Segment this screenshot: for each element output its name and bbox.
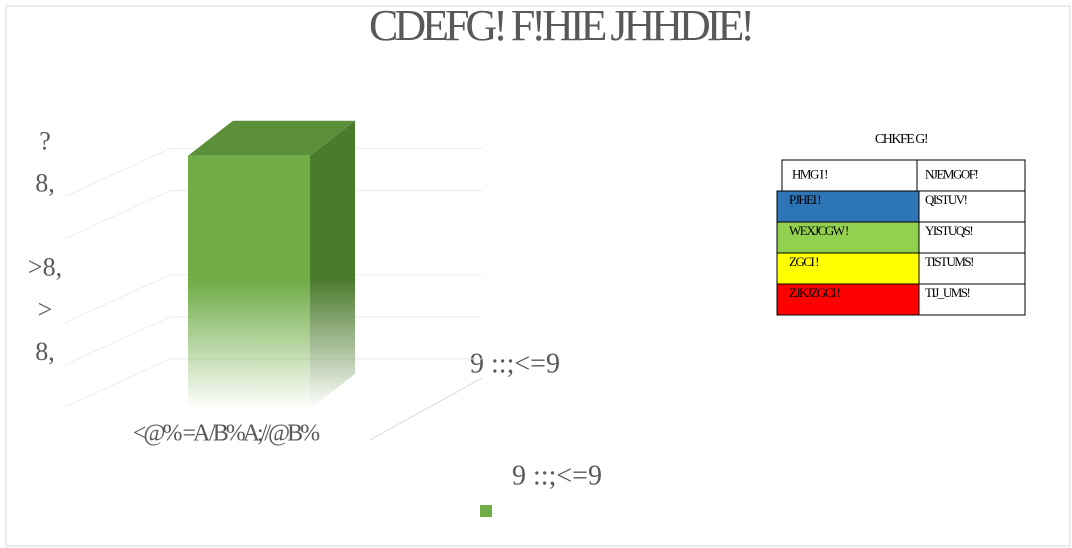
- grid-line: [64, 190, 482, 240]
- grid-line: [64, 358, 482, 408]
- table-title: CHKFE G!: [875, 132, 928, 147]
- table-header: NJEMGOF!: [925, 166, 977, 181]
- bar-front: [188, 155, 310, 409]
- table-label: WEXJCGW !: [789, 223, 848, 238]
- table-label: ZJKJZGCI !: [789, 285, 840, 300]
- table-cell: [776, 252, 920, 285]
- table-cell: [781, 159, 918, 192]
- bar: [188, 120, 355, 409]
- table-label: PJHEI !: [789, 192, 820, 207]
- legend-label: 9 ::;<=9: [512, 460, 602, 491]
- depth-axis-label: 9 ::;<=9: [470, 348, 560, 379]
- chart-title: CDEFG! F!HIE JHHDIE!: [369, 1, 751, 50]
- table-value: TIJ_UMS!: [925, 285, 970, 300]
- table-value: QISTUV!: [925, 192, 967, 207]
- y-tick-label: >8,: [28, 253, 62, 282]
- grid-line: [64, 274, 482, 324]
- y-tick-label: 8,: [35, 337, 55, 366]
- table-value: YISTUQS!: [925, 223, 972, 238]
- floor-edge: [369, 377, 483, 441]
- table-value: TISTUMS!: [925, 254, 973, 269]
- table-cell: [776, 283, 920, 316]
- y-tick-label: >: [38, 295, 53, 324]
- table-cell: [918, 190, 1026, 223]
- grid-line: [64, 148, 482, 197]
- table-cell: [918, 252, 1026, 285]
- y-tick-label: 8,: [35, 169, 55, 198]
- table-cell: [918, 283, 1026, 316]
- table-header: HMG I !: [792, 166, 827, 181]
- x-tick-label: <@% =A /B%A;//@B%: [133, 421, 320, 447]
- table-cell: [916, 159, 1026, 192]
- table-label: ZGCI !: [789, 254, 818, 269]
- legend-swatch: [480, 505, 492, 517]
- y-tick-label: ?: [39, 126, 51, 155]
- grid-line: [64, 316, 482, 366]
- bar-side: [310, 120, 355, 409]
- bar-top: [188, 120, 355, 156]
